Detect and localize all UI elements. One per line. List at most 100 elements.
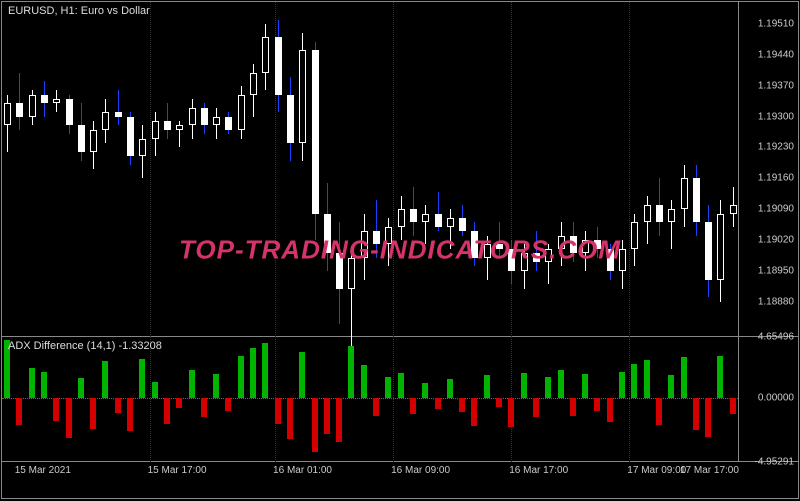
histogram-bar	[127, 398, 133, 432]
candle-body	[545, 249, 552, 262]
histogram-bar	[570, 398, 576, 416]
indicator-label: 4.65496	[758, 332, 794, 343]
indicator-area[interactable]: ADX Difference (14,1) -1.33208	[2, 337, 738, 461]
main-chart-title: EURUSD, H1: Euro vs Dollar	[8, 5, 150, 17]
histogram-bar	[447, 379, 453, 397]
histogram-bar	[115, 398, 121, 414]
candle-body	[644, 205, 651, 223]
candle-body	[127, 117, 134, 157]
candle-body	[312, 50, 319, 213]
candle-wick	[425, 205, 426, 245]
histogram-bar	[324, 398, 330, 434]
histogram-bar	[558, 370, 564, 397]
histogram-bar	[225, 398, 231, 411]
price-y-axis: 1.195101.194401.193701.193001.192301.191…	[738, 2, 798, 336]
candle-body	[435, 214, 442, 227]
candle-body	[176, 125, 183, 129]
histogram-bar	[693, 398, 699, 431]
histogram-bar	[361, 365, 367, 398]
main-price-panel[interactable]: EURUSD, H1: Euro vs Dollar 1.19510 1.1944…	[2, 2, 798, 337]
histogram-bar	[312, 398, 318, 453]
candlestick-area[interactable]: EURUSD, H1: Euro vs Dollar	[2, 2, 738, 336]
price-label: 1.19300	[758, 111, 794, 122]
price-label: 1.19090	[758, 204, 794, 215]
price-label: 1.19510	[758, 19, 794, 30]
candle-body	[90, 130, 97, 152]
histogram-bar	[385, 377, 391, 398]
histogram-bar	[705, 398, 711, 437]
time-label: 16 Mar 17:00	[509, 465, 568, 476]
candle-body	[668, 209, 675, 222]
histogram-bar	[213, 374, 219, 397]
histogram-bar	[582, 374, 588, 397]
candle-body	[4, 103, 11, 125]
indicator-label: 0.00000	[758, 392, 794, 403]
histogram-bar	[410, 398, 416, 415]
histogram-bar	[717, 356, 723, 398]
candle-body	[373, 231, 380, 244]
time-axis: 15 Mar 202115 Mar 17:0016 Mar 01:0016 Ma…	[2, 462, 798, 498]
indicator-y-axis: 4.654960.00000-4.95291	[738, 337, 798, 461]
candle-body	[398, 209, 405, 227]
histogram-bar	[484, 375, 490, 397]
grid-line	[393, 2, 394, 337]
candle-body	[336, 253, 343, 288]
histogram-bar	[336, 398, 342, 442]
histogram-bar	[348, 346, 354, 398]
candle-wick	[376, 200, 377, 257]
indicator-title: ADX Difference (14,1) -1.33208	[8, 340, 162, 352]
candle-body	[656, 205, 663, 223]
candle-body	[102, 112, 109, 130]
candle-body	[299, 50, 306, 143]
candle-body	[115, 112, 122, 116]
candle-body	[250, 73, 257, 95]
candle-body	[201, 108, 208, 126]
candle-body	[717, 214, 724, 280]
candle-body	[410, 209, 417, 222]
histogram-bar	[471, 398, 477, 427]
candle-body	[152, 121, 159, 139]
price-label: 1.19440	[758, 49, 794, 60]
time-label: 15 Mar 2021	[15, 465, 71, 476]
histogram-bar	[422, 383, 428, 397]
price-label: 1.18950	[758, 265, 794, 276]
histogram-bar	[53, 398, 59, 421]
candle-body	[582, 240, 589, 253]
candle-body	[361, 231, 368, 257]
candle-body	[631, 222, 638, 248]
candle-wick	[118, 90, 119, 125]
indicator-panel[interactable]: ADX Difference (14,1) -1.33208 4.654960.…	[2, 337, 798, 462]
histogram-bar	[730, 398, 736, 415]
grid-line	[393, 337, 394, 462]
histogram-bar	[656, 398, 662, 425]
histogram-bar	[29, 368, 35, 398]
grid-line	[150, 2, 151, 337]
candle-body	[139, 139, 146, 157]
price-label: 1.19370	[758, 80, 794, 91]
histogram-bar	[681, 357, 687, 397]
candle-body	[484, 244, 491, 257]
candle-body	[730, 205, 737, 214]
candle-body	[681, 178, 688, 209]
price-label: 1.19160	[758, 173, 794, 184]
price-label: 1.19020	[758, 235, 794, 246]
candle-wick	[536, 231, 537, 271]
histogram-bar	[496, 398, 502, 407]
histogram-bar	[287, 398, 293, 440]
histogram-bar	[619, 372, 625, 398]
candle-body	[287, 95, 294, 143]
time-label: 17 Mar 09:00	[627, 465, 686, 476]
histogram-bar	[139, 359, 145, 398]
candle-body	[570, 236, 577, 254]
time-label: 17 Mar 17:00	[680, 465, 739, 476]
grid-line	[511, 2, 512, 337]
histogram-bar	[176, 398, 182, 408]
candle-body	[521, 253, 528, 271]
candle-body	[348, 258, 355, 289]
time-label: 15 Mar 17:00	[148, 465, 207, 476]
histogram-bar	[373, 398, 379, 416]
candle-body	[508, 249, 515, 271]
histogram-bar	[16, 398, 22, 425]
candle-body	[225, 117, 232, 130]
candle-body	[607, 249, 614, 271]
